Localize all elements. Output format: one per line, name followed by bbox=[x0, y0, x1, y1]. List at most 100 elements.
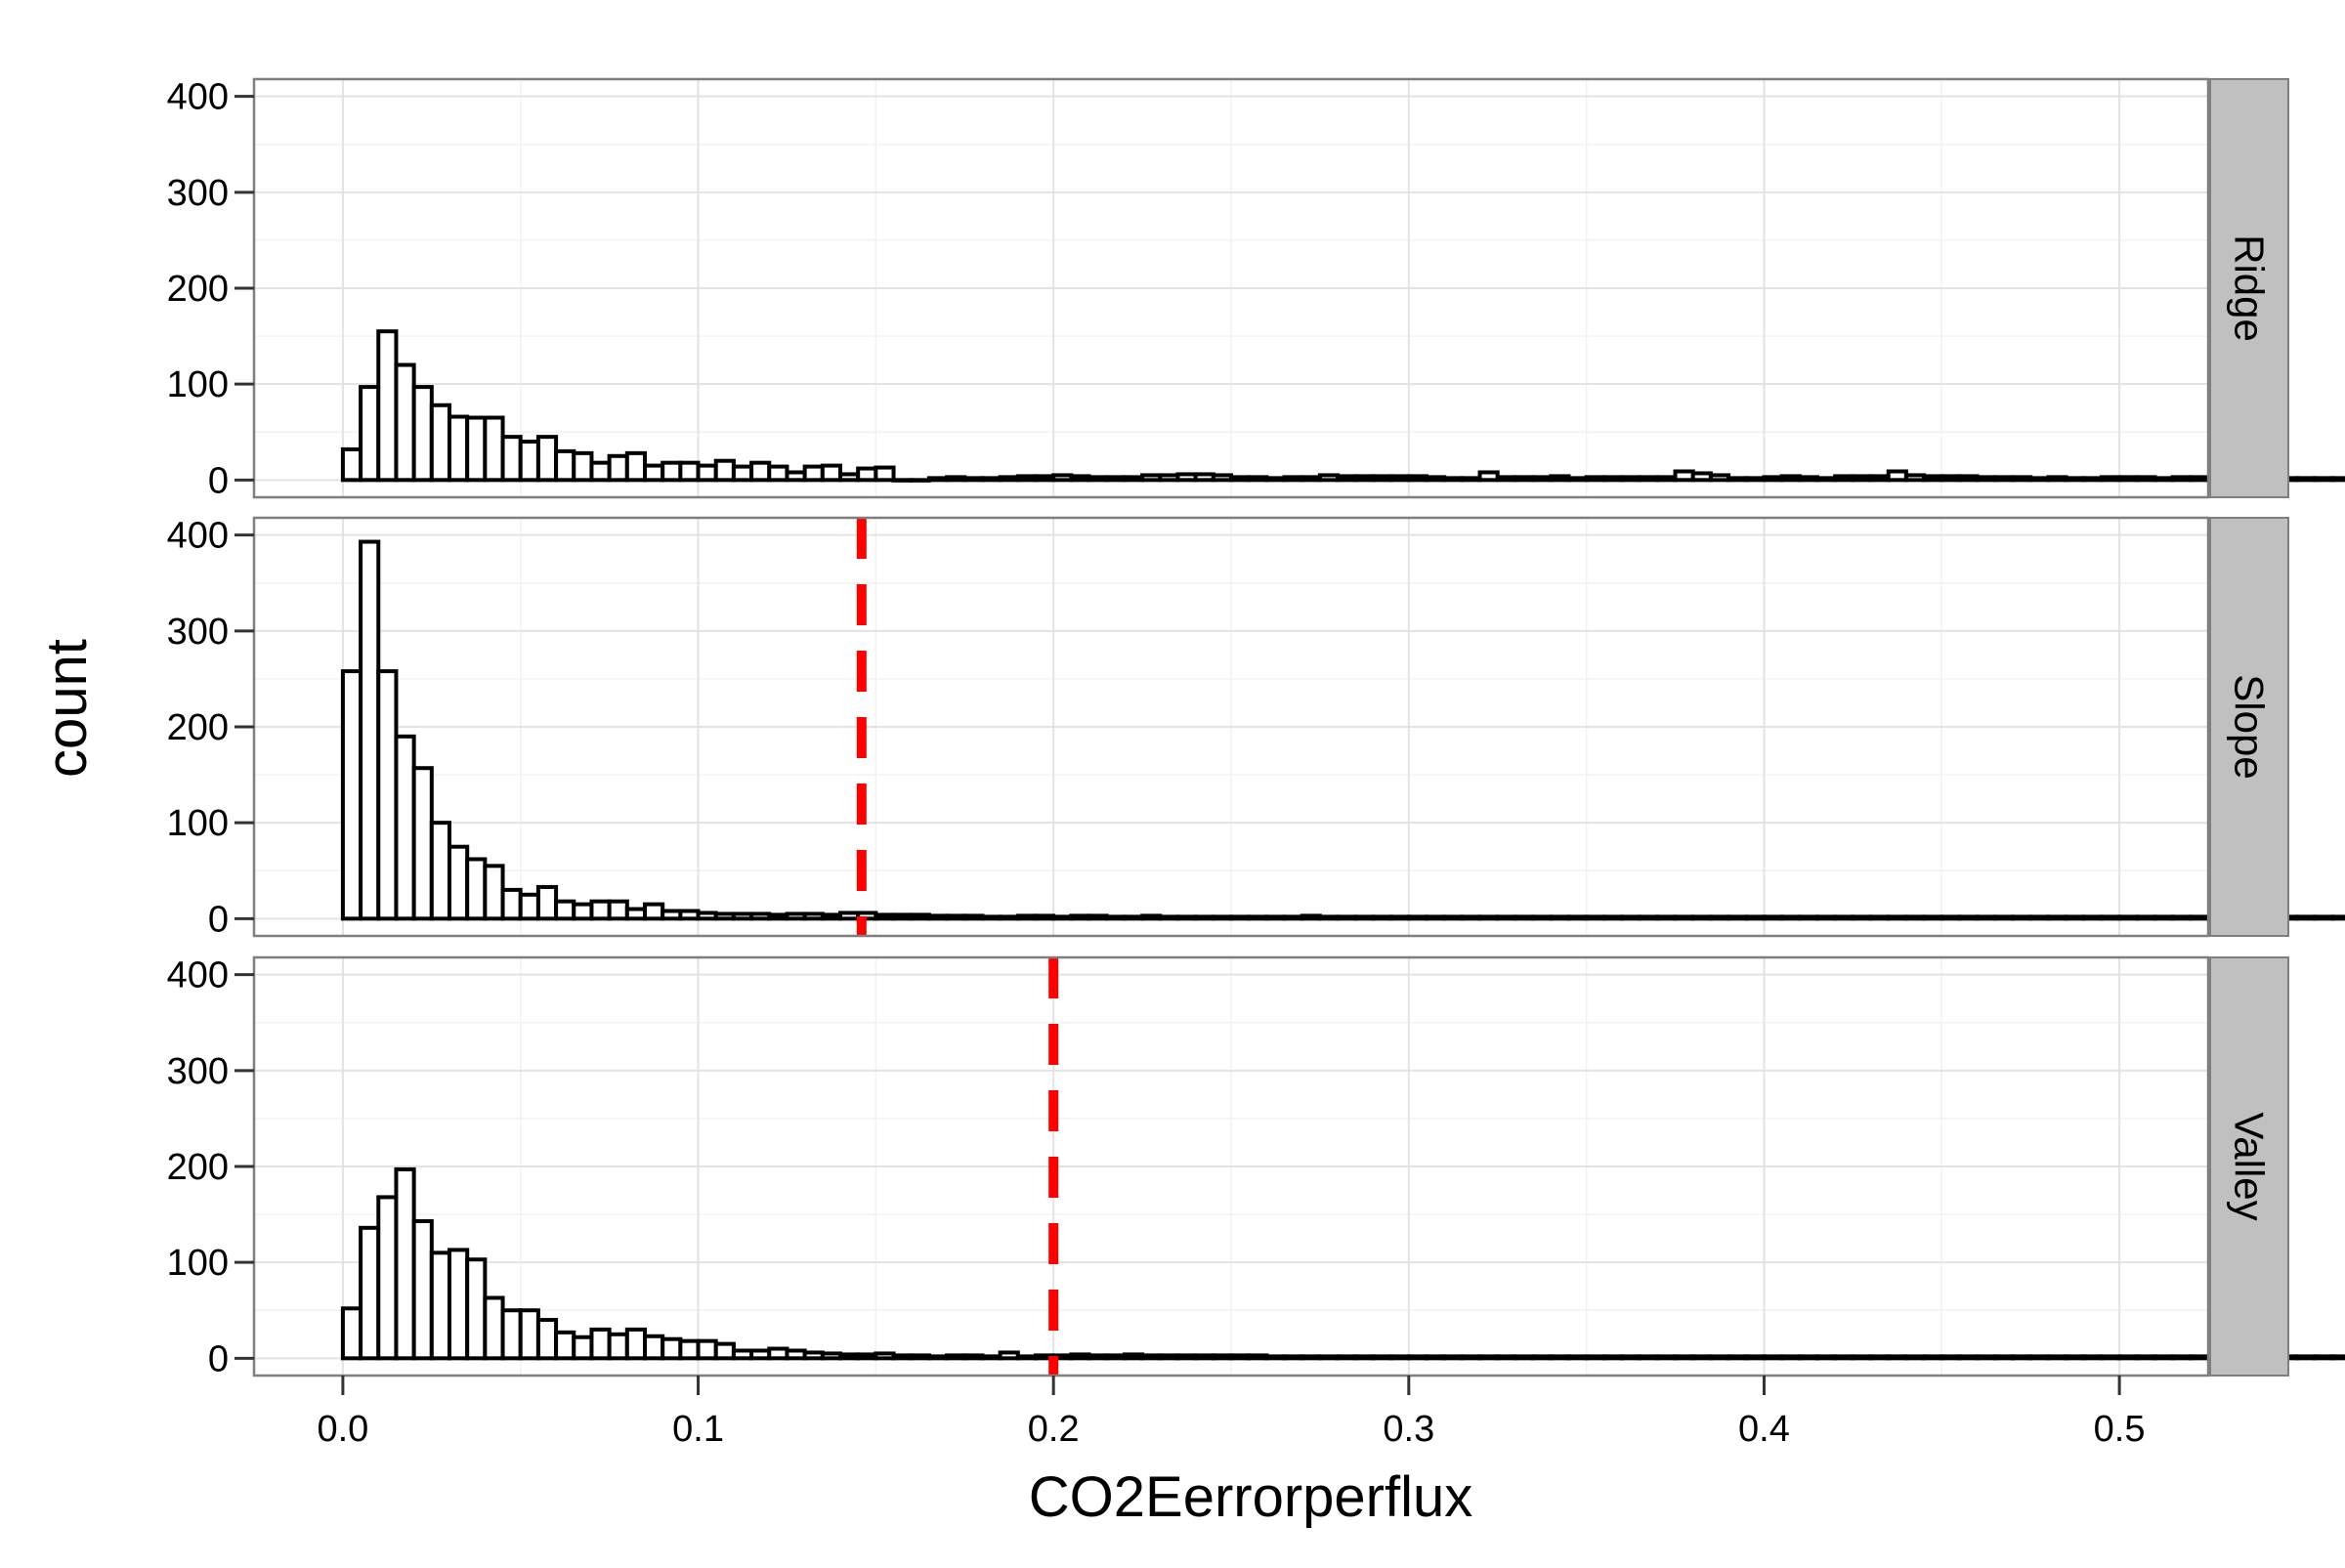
histogram-bar bbox=[1708, 473, 1731, 483]
histogram-bar bbox=[1229, 1353, 1252, 1361]
y-tick-label: 0 bbox=[208, 899, 229, 940]
histogram-bar bbox=[2135, 914, 2157, 921]
histogram-bar bbox=[1104, 475, 1127, 483]
histogram-bar bbox=[1104, 1353, 1127, 1361]
y-tick-label: 200 bbox=[167, 269, 229, 310]
histogram-bar bbox=[802, 464, 825, 483]
histogram-bar bbox=[1442, 1354, 1465, 1361]
histogram-bar bbox=[554, 1330, 576, 1361]
histogram-bar bbox=[1442, 914, 1465, 921]
histogram-bar bbox=[1868, 474, 1891, 483]
histogram-bar bbox=[1371, 914, 1393, 921]
histogram-bar bbox=[1744, 1354, 1767, 1361]
histogram-bar bbox=[1655, 914, 1678, 921]
histogram-bar bbox=[1833, 1354, 1855, 1361]
histogram-bar bbox=[1903, 914, 1927, 921]
histogram-bar bbox=[2099, 1354, 2122, 1361]
histogram-bar bbox=[429, 821, 451, 921]
histogram-bar bbox=[607, 453, 629, 483]
histogram-bar bbox=[1797, 914, 1820, 921]
histogram-bar bbox=[1762, 914, 1784, 921]
histogram-bar bbox=[767, 464, 789, 483]
histogram-bar bbox=[856, 1352, 878, 1361]
histogram-bar bbox=[2153, 1354, 2175, 1361]
histogram-bar bbox=[1727, 1354, 1749, 1361]
histogram-bar bbox=[2330, 914, 2345, 921]
y-tick-label: 300 bbox=[167, 173, 229, 214]
histogram-bar bbox=[1477, 470, 1500, 483]
y-tick-label: 0 bbox=[208, 1338, 229, 1379]
histogram-bar bbox=[2330, 1354, 2345, 1361]
histogram-bar bbox=[1317, 1354, 1341, 1361]
histogram-bar bbox=[1425, 914, 1447, 921]
histogram-bar bbox=[1247, 1353, 1269, 1361]
histogram-bar bbox=[891, 1353, 914, 1361]
histogram-bars-valley bbox=[340, 1166, 2345, 1361]
histogram-bar bbox=[1797, 1354, 1820, 1361]
histogram-bar bbox=[1708, 914, 1731, 921]
histogram-bar bbox=[1158, 914, 1180, 921]
histogram-bar bbox=[1425, 1354, 1447, 1361]
histogram-bar bbox=[643, 1334, 665, 1361]
histogram-bar bbox=[2011, 475, 2033, 483]
histogram-bar bbox=[1975, 475, 1997, 483]
histogram-bar bbox=[1797, 475, 1820, 483]
histogram-bar bbox=[1158, 473, 1180, 483]
histogram-bar bbox=[2294, 914, 2318, 921]
histogram-bar bbox=[1406, 474, 1429, 483]
histogram-bar bbox=[1940, 1354, 1962, 1361]
histogram-bar bbox=[1744, 476, 1767, 483]
histogram-bar bbox=[2064, 476, 2086, 483]
histogram-bar bbox=[1425, 475, 1447, 483]
histogram-bar bbox=[661, 460, 683, 483]
histogram-bar bbox=[535, 435, 559, 483]
histogram-bar bbox=[2313, 1354, 2335, 1361]
histogram-bar bbox=[1034, 913, 1056, 921]
histogram-bar bbox=[394, 362, 416, 483]
histogram-bar bbox=[713, 1341, 736, 1361]
histogram-bar bbox=[749, 1348, 772, 1361]
histogram-bar bbox=[2294, 476, 2318, 483]
histogram-bar bbox=[1193, 914, 1215, 921]
histogram-bar bbox=[678, 1338, 701, 1361]
histogram-bar bbox=[1992, 1354, 2016, 1361]
histogram-bar bbox=[1620, 475, 1642, 483]
histogram-bar bbox=[1638, 1354, 1660, 1361]
histogram-bar bbox=[394, 734, 416, 921]
histogram-bar bbox=[2099, 914, 2122, 921]
histogram-bar bbox=[589, 460, 612, 483]
x-axis-title: CO2Eerrorperflux bbox=[1029, 1465, 1472, 1529]
histogram-bar bbox=[749, 911, 772, 921]
histogram-bar bbox=[1388, 474, 1411, 483]
histogram-bar bbox=[1122, 1352, 1145, 1361]
histogram-bar bbox=[429, 403, 451, 483]
histogram-bar bbox=[2028, 914, 2051, 921]
histogram-bar bbox=[2099, 475, 2122, 483]
histogram-bar bbox=[1992, 475, 2016, 483]
y-axis-title: count bbox=[35, 639, 99, 778]
histogram-bar bbox=[998, 475, 1020, 483]
y-tick-label: 400 bbox=[167, 955, 229, 996]
histogram-bar bbox=[1317, 914, 1341, 921]
histogram-bar bbox=[1975, 914, 1997, 921]
histogram-bar bbox=[713, 458, 736, 483]
histogram-bar bbox=[838, 911, 861, 921]
histogram-bar bbox=[1264, 914, 1287, 921]
histogram-bar bbox=[1886, 469, 1908, 483]
histogram-bar bbox=[1300, 1354, 1322, 1361]
y-tick-label: 400 bbox=[167, 516, 229, 557]
histogram-bar bbox=[1690, 471, 1713, 483]
histogram-bar bbox=[767, 912, 789, 921]
histogram-bar bbox=[926, 476, 950, 483]
histogram-bar bbox=[359, 1225, 381, 1361]
histogram-bar bbox=[1903, 1354, 1927, 1361]
histogram-bar bbox=[1336, 474, 1358, 483]
y-tick-label: 200 bbox=[167, 707, 229, 748]
histogram-bar bbox=[2046, 914, 2068, 921]
histogram-bar bbox=[500, 1308, 523, 1361]
x-tick-label: 0.0 bbox=[317, 1409, 368, 1450]
histogram-bar bbox=[359, 539, 381, 921]
histogram-bar bbox=[731, 911, 754, 921]
histogram-bar bbox=[1406, 1354, 1429, 1361]
histogram-bar bbox=[1727, 914, 1749, 921]
